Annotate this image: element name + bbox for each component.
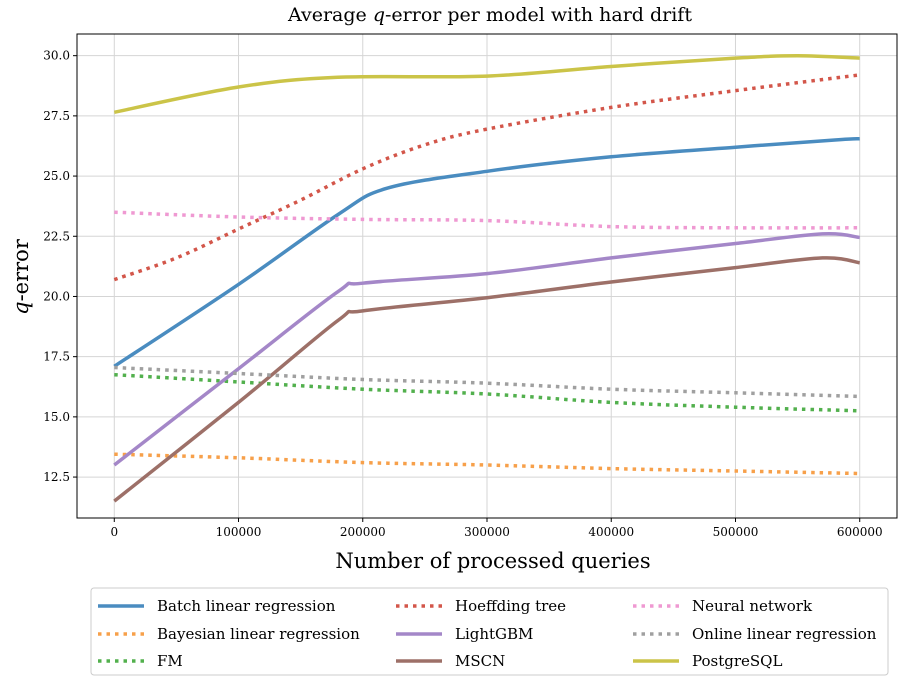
series-line-2: [114, 452, 860, 476]
legend-label: Hoeffding tree: [455, 597, 566, 615]
series-line-5: [113, 231, 860, 467]
y-tick-label: 27.5: [43, 109, 70, 123]
y-tick-label: 30.0: [43, 49, 70, 63]
y-tick-label: 12.5: [43, 470, 70, 484]
x-tick-label: 600000: [837, 525, 883, 539]
legend-label: Online linear regression: [692, 625, 877, 643]
series-lines: [113, 53, 861, 503]
series-line-9: [113, 53, 860, 115]
legend-label: LightGBM: [455, 625, 533, 643]
x-tick-label: 100000: [216, 525, 262, 539]
series-line-3: [114, 372, 860, 413]
x-tick-label: 0: [110, 525, 118, 539]
legend-label: Neural network: [692, 597, 813, 615]
chart-title: Average q-error per model with hard drif…: [287, 4, 692, 26]
x-tick-label: 500000: [713, 525, 759, 539]
legend-label: FM: [157, 652, 183, 670]
x-axis-label: Number of processed queries: [335, 549, 650, 573]
series-line-1: [113, 136, 860, 368]
axis-ticks: 0 100000 200000 300000 400000 500000 600000 12.…: [43, 49, 882, 539]
y-axis-label: q-error: [9, 238, 33, 315]
legend-label: Bayesian linear regression: [157, 625, 360, 643]
legend-label: Batch linear regression: [157, 597, 336, 615]
x-tick-label: 300000: [464, 525, 510, 539]
legend-label: PostgreSQL: [692, 652, 782, 670]
series-line-4: [113, 73, 860, 282]
y-tick-label: 25.0: [43, 169, 70, 183]
series-line-7: [114, 210, 860, 230]
legend-label: MSCN: [455, 652, 505, 670]
x-tick-label: 200000: [340, 525, 386, 539]
grid-lines: [77, 34, 897, 518]
y-tick-label: 15.0: [43, 410, 70, 424]
x-tick-label: 400000: [588, 525, 634, 539]
y-tick-label: 17.5: [43, 350, 70, 364]
legend-box: [90, 587, 889, 676]
series-line-6: [113, 256, 861, 503]
legend: Batch linear regression Bayesian linear r…: [90, 587, 889, 676]
series-line-8: [114, 365, 860, 399]
y-tick-label: 20.0: [43, 289, 70, 303]
y-tick-label: 22.5: [43, 229, 70, 243]
